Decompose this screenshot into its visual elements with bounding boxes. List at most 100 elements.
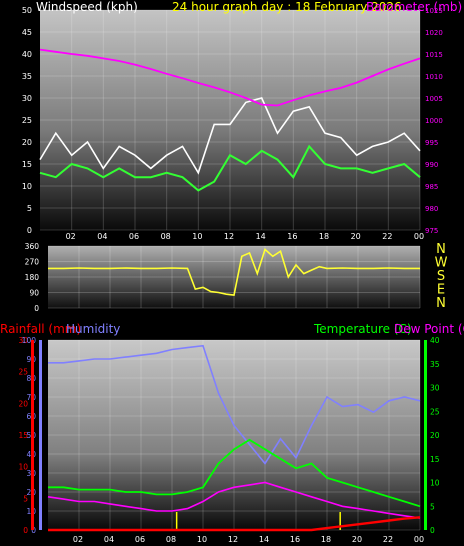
direction-y-axis: 0 90 180 270 360 [25,242,40,313]
temperature-plot-area [48,340,420,530]
wind-title: Windspeed (kph) [36,0,138,14]
wind-x-tick-label: 02 [66,232,76,241]
wind-y-tick-label: 45 [22,28,32,37]
temperature-y-tick-label: 25 [430,407,440,416]
wind-x-tick-label: 06 [129,232,139,241]
chart-date-title: 24 hour graph day : 18 February 2026 [172,0,402,14]
temperature-x-tick-label: 20 [352,535,362,544]
direction-y-tick-label: 270 [25,258,40,267]
wind-x-tick-label: 18 [319,232,329,241]
wind-y-tick-label: 10 [22,182,32,191]
temperature-series-line [48,438,421,508]
temperature-x-tick-label: 02 [73,535,83,544]
temperature-x-tick-label: 04 [104,535,114,544]
barometer-y-tick-label: 980 [425,205,438,213]
wind-x-tick-label: 00 [414,232,424,241]
temperature-y-tick-label: 15 [430,455,440,464]
direction-y-tick-label: 360 [25,242,40,251]
temperature-y-tick-label: 0 [430,526,435,535]
compass-label: E [437,283,445,298]
humidity-series-line [48,344,421,465]
wind-y-tick-label: 35 [22,72,32,81]
rainfall-series-line [48,516,421,532]
direction-plot-area [48,246,420,308]
temperature-x-tick-label: 10 [197,535,207,544]
wind-x-tick-label: 08 [161,232,171,241]
temperature-y-tick-label: 10 [430,479,440,488]
direction-grid [48,245,421,309]
rainfall-y-tick-label: 5 [23,494,28,503]
temperature-grid [48,339,421,531]
temperature-x-tick-label: 06 [135,535,145,544]
barometer-y-tick-label: 1000 [425,117,443,125]
wind-y-tick-label: 50 [22,6,32,15]
temperature-x-tick-label: 08 [166,535,176,544]
barometer-y-tick-label: 1025 [425,7,443,15]
rainfall-y-tick-label: 10 [18,463,28,472]
temperature-x-tick-label: 00 [414,535,424,544]
rainfall-title: Rainfall (mm) [0,322,81,336]
wind-x-tick-label: 14 [256,232,266,241]
wind-y-tick-label: 40 [22,50,32,59]
direction-y-tick-label: 90 [29,289,39,298]
compass-label: S [437,269,445,284]
rainfall-y-tick-label: 0 [23,526,28,535]
temperature-y-tick-label: 35 [430,360,440,369]
temperature-x-tick-label: 22 [383,535,393,544]
humidity-y-tick-label: 100 [22,336,37,345]
wind-y-tick-label: 15 [22,160,32,169]
wind-y-tick-label: 30 [22,94,32,103]
rainfall-y-tick-label: 30 [18,336,28,345]
wind-x-tick-label: 22 [382,232,392,241]
wind-x-tick-label: 04 [97,232,107,241]
temperature-y-axis: 0 5 10 15 20 25 30 35 40 [430,336,440,535]
dew-point-series-line [47,481,421,519]
barometer-title: Barometer (mb) [366,0,462,14]
barometer-y-tick-label: 995 [425,139,438,147]
rainfall-y-axis: 0 5 10 15 20 25 30 [18,336,28,535]
wind-y-tick-label: 25 [22,116,32,125]
direction-y-tick-label: 180 [25,273,40,282]
temperature-x-tick-label: 18 [321,535,331,544]
barometer-y-tick-label: 1020 [425,29,443,37]
temperature-y-tick-label: 20 [430,431,440,440]
wind-x-axis: 02 04 06 08 10 12 14 16 18 20 22 00 [66,232,425,241]
gust-series-line [39,97,421,175]
barometer-y-tick-label: 975 [425,227,438,235]
wind-direction-series-line [48,247,420,296]
rainfall-y-tick-label: 20 [18,399,28,408]
wind-x-tick-label: 20 [351,232,361,241]
compass-label: N [436,296,446,311]
compass-label: N [436,242,446,257]
temperature-y-tick-label: 30 [430,384,440,393]
rainfall-axis-bar [31,340,34,530]
humidity-axis-bar [39,340,42,530]
barometer-y-axis: 975 980 985 990 995 1000 1005 1010 1015 1020 1025 [425,7,443,235]
rainfall-y-tick-label: 15 [18,431,28,440]
dew-point-title: Dew Point (C) [394,322,464,336]
barometer-y-tick-label: 985 [425,183,438,191]
wind-x-tick-label: 10 [192,232,202,241]
wind-y-axis: 0 5 10 15 20 25 30 35 40 45 50 [22,6,32,235]
barometer-series-line [39,48,421,107]
temperature-x-tick-label: 16 [290,535,300,544]
barometer-y-tick-label: 1010 [425,73,443,81]
wind-y-tick-label: 20 [22,138,32,147]
temperature-x-axis: 02 04 06 08 10 12 14 16 18 20 22 00 [73,535,424,544]
barometer-y-tick-label: 990 [425,161,438,169]
temperature-x-tick-label: 12 [228,535,238,544]
barometer-y-tick-label: 1005 [425,95,443,103]
barometer-y-tick-label: 1015 [425,51,443,59]
temperature-y-tick-label: 5 [430,502,435,511]
wind-y-tick-label: 0 [27,226,32,235]
humidity-y-tick-label: 0 [31,526,36,535]
average-wind-series-line [39,144,421,192]
rainfall-y-tick-label: 25 [18,368,28,377]
temperature-y-tick-label: 40 [430,336,440,345]
temperature-axis-bar [424,340,427,530]
temperature-x-tick-label: 14 [259,535,269,544]
wind-plot-area [40,10,420,230]
wind-grid [40,9,421,231]
